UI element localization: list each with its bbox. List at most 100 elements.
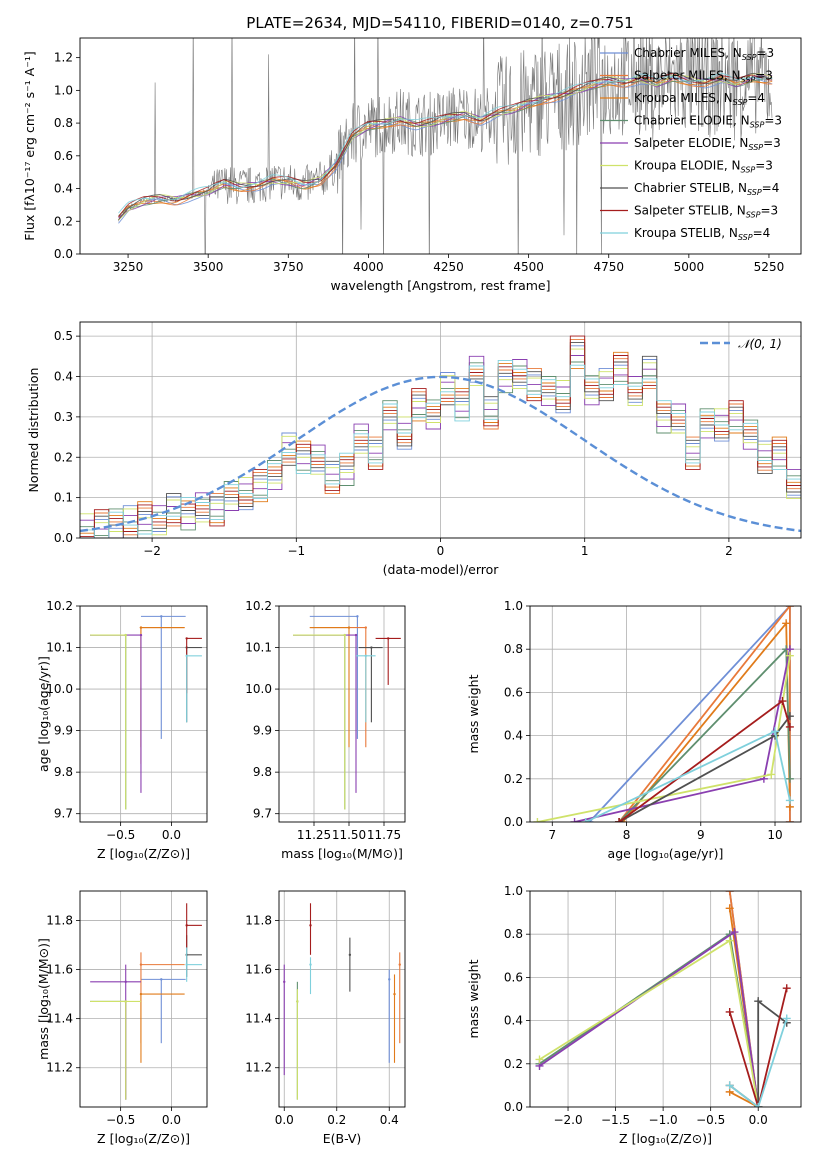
x-tick-label: −0.5 bbox=[106, 1113, 135, 1127]
series-marker bbox=[570, 818, 579, 822]
y-tick-label: 0.0 bbox=[504, 1100, 523, 1114]
y-tick-label: 10.2 bbox=[245, 599, 272, 613]
y-tick-label: 0.0 bbox=[504, 815, 523, 829]
series-marker bbox=[785, 606, 794, 610]
plot-area bbox=[279, 891, 405, 1107]
x-tick-label: 0.2 bbox=[327, 1113, 346, 1127]
series-marker bbox=[725, 936, 734, 945]
y-tick-label: 1.0 bbox=[504, 599, 523, 613]
y-tick-label: 11.8 bbox=[46, 913, 73, 927]
x-tick-label: 3750 bbox=[273, 260, 304, 274]
x-tick-label: 9 bbox=[697, 828, 705, 842]
model-spectrum bbox=[118, 73, 773, 218]
x-tick-label: −0.5 bbox=[696, 1113, 725, 1127]
data-point bbox=[185, 654, 188, 658]
x-tick-label: −0.5 bbox=[106, 828, 135, 842]
series-marker bbox=[725, 904, 734, 913]
series-marker bbox=[785, 651, 794, 660]
axes-frame bbox=[278, 605, 406, 823]
panel-mass-vs-EBV: 0.0 0.2 0.4 11.2 11.4 11.6 11.8 E(B-V) bbox=[245, 890, 406, 1146]
y-tick-label: 0.0 bbox=[54, 531, 73, 545]
x-tick-label: 11.75 bbox=[367, 828, 401, 842]
y-tick-label: 0.2 bbox=[504, 772, 523, 786]
x-tick-label: 4000 bbox=[353, 260, 384, 274]
y-tick-label: 11.8 bbox=[245, 913, 272, 927]
legend-label: 𝒩(0, 1) bbox=[738, 337, 782, 351]
series-marker bbox=[782, 984, 791, 993]
legend-label: Kroupa ELODIE, NSSP=3 bbox=[634, 159, 773, 175]
figure-title: PLATE=2634, MJD=54110, FIBERID=0140, z=0… bbox=[246, 14, 633, 32]
data-point bbox=[124, 1000, 127, 1003]
y-axis-label: mass weight bbox=[466, 959, 481, 1038]
x-tick-label: 0.4 bbox=[380, 1113, 399, 1127]
y-tick-label: 0.2 bbox=[54, 450, 73, 464]
series-marker bbox=[785, 722, 794, 731]
legend-label: Salpeter ELODIE, NSSP=3 bbox=[634, 136, 781, 152]
y-tick-label: 11.2 bbox=[245, 1061, 272, 1075]
data-point bbox=[160, 978, 163, 981]
series-marker bbox=[730, 928, 739, 937]
panel-age-vs-mass: 11.25 11.50 11.75 9.7 9.8 9.9 10.0 10.1 10.2 mass… bbox=[245, 599, 406, 861]
y-tick-label: 1.0 bbox=[504, 884, 523, 898]
panel-massweight-vs-Z: −2.0 −1.5 −1.0 −0.5 0.0 0.0 0.2 0.4 0.6 0.8 1.0 Z [… bbox=[466, 884, 802, 1146]
legend-label: Chabrier ELODIE, NSSP=3 bbox=[634, 114, 782, 130]
data-point bbox=[309, 963, 312, 966]
model-spectrum bbox=[118, 72, 773, 214]
residual-histogram bbox=[80, 335, 801, 537]
y-tick-label: 11.6 bbox=[245, 963, 272, 977]
legend: Chabrier MILES, NSSP=3 Salpeter MILES, NS… bbox=[600, 46, 782, 242]
legend-label: Chabrier MILES, NSSP=3 bbox=[634, 46, 774, 62]
residual-histogram bbox=[80, 361, 801, 537]
plot-area bbox=[80, 322, 801, 538]
x-tick-label: 0.0 bbox=[162, 1113, 181, 1127]
x-axis-label: age [log₁₀(age/yr)] bbox=[608, 846, 724, 861]
residual-histogram bbox=[80, 359, 801, 538]
x-tick-label: 4250 bbox=[433, 260, 464, 274]
plot-area bbox=[530, 606, 801, 822]
y-tick-label: 0.3 bbox=[54, 410, 73, 424]
data-point bbox=[370, 646, 373, 649]
x-axis-label: Z [log₁₀(Z/Z⊙)] bbox=[619, 1131, 712, 1146]
axes-frame bbox=[79, 890, 208, 1108]
data-point bbox=[364, 654, 367, 658]
data-point bbox=[348, 953, 352, 957]
y-tick-label: 0.0 bbox=[54, 247, 73, 261]
y-tick-label: 0.2 bbox=[54, 214, 73, 228]
y-axis-label: Normed distribution bbox=[26, 368, 41, 493]
series-line bbox=[729, 1018, 788, 1107]
data-point bbox=[139, 626, 143, 629]
y-tick-label: 0.4 bbox=[504, 1014, 523, 1028]
x-tick-label: −1.0 bbox=[649, 1113, 678, 1127]
y-axis-label: age [log₁₀(age/yr)] bbox=[36, 656, 51, 772]
data-point bbox=[283, 980, 286, 984]
y-tick-label: 0.6 bbox=[504, 685, 523, 699]
y-tick-label: 10.1 bbox=[245, 641, 272, 655]
x-tick-label: 0.0 bbox=[162, 828, 181, 842]
axes-frame bbox=[529, 890, 802, 1108]
x-tick-label: 2 bbox=[725, 544, 733, 558]
x-tick-label: −2 bbox=[143, 544, 161, 558]
data-point bbox=[185, 924, 188, 927]
x-tick-label: 1 bbox=[581, 544, 589, 558]
data-point bbox=[347, 626, 351, 629]
series-line bbox=[588, 606, 791, 822]
x-tick-label: 11.25 bbox=[297, 828, 331, 842]
series-marker bbox=[725, 1007, 734, 1016]
x-tick-label: 4500 bbox=[513, 260, 544, 274]
series-line bbox=[539, 939, 760, 1107]
panel-massweight-vs-age: 7 8 9 10 0.0 0.2 0.4 0.6 0.8 1.0 age [log₁₀(age/yr… bbox=[466, 599, 802, 861]
y-tick-label: 0.1 bbox=[54, 491, 73, 505]
x-tick-label: 0 bbox=[437, 544, 445, 558]
y-tick-label: 1.2 bbox=[54, 51, 73, 65]
y-tick-label: 9.7 bbox=[54, 807, 73, 821]
plot-area bbox=[530, 891, 801, 1107]
y-tick-label: 11.6 bbox=[46, 963, 73, 977]
series-marker bbox=[754, 1103, 763, 1107]
y-axis-label: mass weight bbox=[466, 674, 481, 753]
series-marker bbox=[754, 997, 763, 1006]
data-point bbox=[387, 637, 390, 640]
y-tick-label: 9.8 bbox=[253, 765, 272, 779]
x-tick-label: −2.0 bbox=[553, 1113, 582, 1127]
y-tick-label: 10.0 bbox=[245, 682, 272, 696]
y-tick-label: 10.2 bbox=[46, 599, 73, 613]
